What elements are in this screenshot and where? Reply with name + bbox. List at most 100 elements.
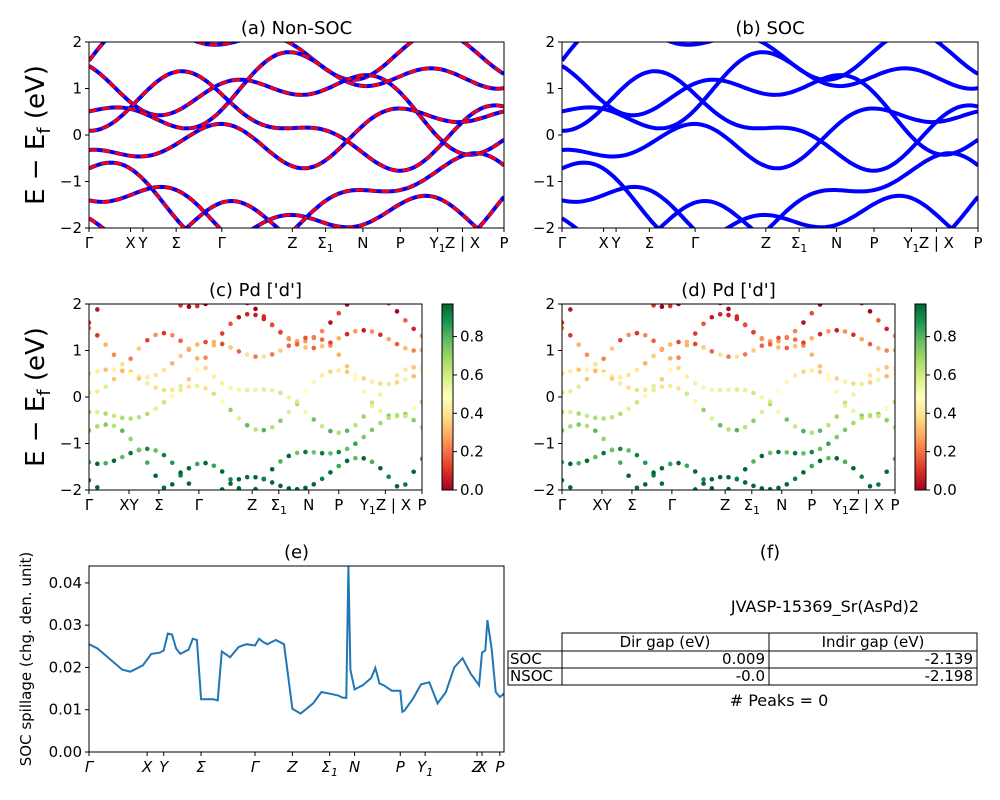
- projection-point: [867, 341, 873, 347]
- projection-point: [169, 482, 175, 487]
- projection-point: [353, 455, 358, 461]
- projection-point: [128, 371, 133, 377]
- projection-point: [617, 446, 623, 452]
- projection-point: [601, 416, 606, 421]
- y-tick-label: 2: [545, 295, 555, 313]
- x-tick-label: Z | X: [919, 234, 954, 252]
- y-tick-label: 1: [72, 80, 82, 98]
- x-tick-label: Γ: [251, 758, 261, 776]
- projection-point: [353, 376, 358, 382]
- x-tick-label: Γ: [195, 496, 204, 514]
- projection-point: [311, 380, 317, 385]
- band-line-dashed: [89, 161, 480, 228]
- projection-point: [336, 449, 342, 455]
- projection-point: [228, 509, 233, 514]
- projection-point: [394, 309, 400, 314]
- projection-point: [144, 337, 150, 343]
- projection-point: [651, 338, 656, 344]
- projection-point: [718, 304, 723, 306]
- projection-point: [136, 346, 142, 351]
- projection-point: [584, 458, 590, 464]
- y-tick-label: 0: [72, 126, 82, 144]
- projection-point: [187, 504, 192, 509]
- projection-point: [726, 354, 731, 359]
- axes-frame: [88, 565, 505, 753]
- projection-point: [111, 413, 117, 419]
- projection-point: [834, 376, 840, 381]
- projection-point: [760, 505, 765, 510]
- projection-point: [253, 354, 258, 359]
- projection-point: [136, 447, 142, 453]
- projection-point: [618, 284, 623, 289]
- projection-point: [394, 413, 400, 418]
- band-line: [89, 160, 480, 228]
- projection-point: [419, 366, 422, 371]
- ylabel-energy-bottom: E − Ef (eV): [21, 327, 55, 467]
- projection-point: [859, 304, 864, 306]
- projection-point: [219, 381, 225, 386]
- projection-point: [776, 485, 781, 490]
- projection-point: [634, 452, 640, 458]
- x-tick-label: Y: [610, 234, 621, 252]
- projection-point: [801, 451, 806, 456]
- projection-point: [626, 385, 631, 391]
- x-tick-label: Σ: [627, 496, 636, 514]
- projection-point: [842, 459, 848, 465]
- projection-point: [609, 414, 615, 420]
- projection-point: [303, 335, 308, 341]
- projection-point: [278, 390, 283, 396]
- projection-point: [128, 278, 133, 283]
- projection-point: [369, 459, 375, 465]
- projection-point: [651, 353, 656, 359]
- projection-point: [759, 395, 765, 400]
- projection-point: [169, 332, 175, 338]
- projection-point: [617, 460, 623, 465]
- projection-point: [344, 304, 350, 307]
- projection-point: [286, 336, 292, 342]
- projection-point: [103, 342, 108, 347]
- projection-point: [311, 450, 317, 455]
- x-tick-label: N: [357, 234, 368, 252]
- projection-point: [642, 361, 648, 366]
- projection-point: [659, 346, 665, 352]
- projection-point: [169, 361, 175, 366]
- projection-point: [120, 368, 125, 374]
- projection-point: [228, 477, 233, 482]
- projection-point: [153, 406, 158, 411]
- band-line: [562, 50, 978, 131]
- projection-point: [89, 371, 92, 376]
- projection-point: [411, 348, 416, 353]
- projection-point: [684, 342, 690, 348]
- projection-point: [562, 428, 565, 433]
- projection-point: [742, 352, 748, 357]
- projection-point: [792, 373, 798, 378]
- projection-point: [386, 304, 391, 306]
- projection-point: [676, 501, 681, 506]
- projection-point: [717, 388, 723, 393]
- projection-point: [186, 465, 192, 471]
- projection-point: [219, 399, 225, 404]
- projection-point: [361, 376, 367, 381]
- x-tick-label: P: [869, 234, 878, 252]
- projection-point: [394, 373, 400, 378]
- projection-point: [89, 409, 92, 415]
- projection-point: [851, 408, 856, 414]
- ylabel-energy-top: E − Ef (eV): [21, 65, 55, 205]
- projection-point: [378, 465, 383, 471]
- projection-point: [576, 422, 581, 427]
- projection-point: [178, 501, 183, 506]
- x-tick-label: XY: [592, 496, 612, 514]
- projection-point: [411, 500, 416, 505]
- projection-point: [228, 345, 233, 350]
- projection-point: [103, 460, 108, 466]
- projection-point: [884, 365, 889, 370]
- projection-point: [245, 304, 250, 306]
- projection-point: [186, 304, 192, 310]
- projection-point: [667, 342, 673, 347]
- panel-e-soc-spillage: (e)0.040.030.020.010.00Γ X Y Σ Γ Z Σ1 N P Y1 ZX PSO…: [17, 542, 505, 779]
- colorbar-tick-label: 0.2: [460, 443, 484, 461]
- projection-point: [319, 373, 325, 378]
- projection-point: [892, 425, 895, 430]
- projection-point: [759, 336, 765, 342]
- projection-point: [286, 453, 292, 459]
